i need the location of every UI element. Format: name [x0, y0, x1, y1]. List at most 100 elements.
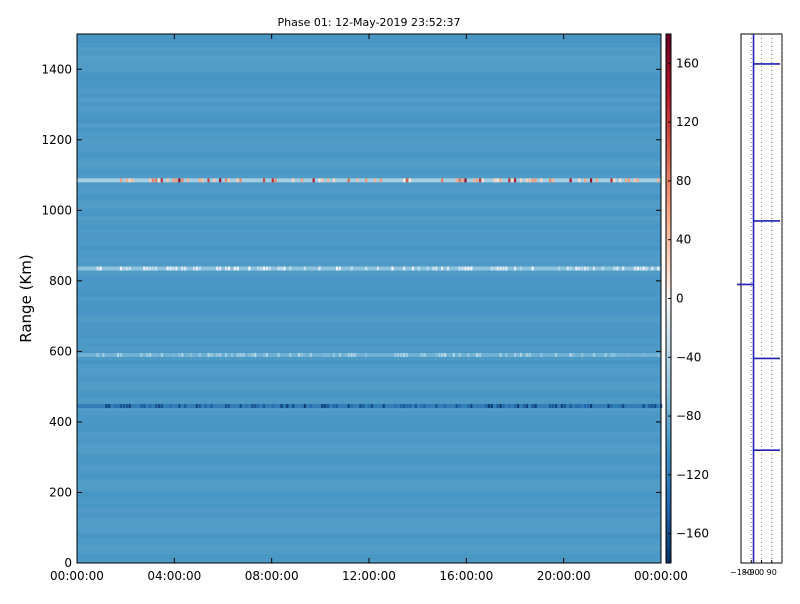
band-cell [569, 178, 572, 183]
colorbar-segment [666, 492, 671, 496]
band-cell [219, 178, 222, 183]
band-cell [648, 404, 651, 409]
band-cell [499, 266, 502, 271]
heatmap-row [77, 258, 661, 263]
colorbar-segment [666, 154, 671, 158]
band-cell [642, 404, 645, 409]
band-cell [455, 404, 458, 409]
band-cell [338, 266, 342, 271]
y-tick-label: 0 [64, 556, 72, 570]
band-cell [300, 352, 304, 357]
band-cell [116, 352, 120, 357]
colorbar-segment [666, 298, 671, 302]
colorbar-segment [666, 513, 671, 517]
band-cell [569, 266, 572, 271]
band-cell [627, 352, 631, 357]
band-cell [332, 352, 336, 357]
colorbar-segment [666, 560, 671, 564]
band-cell [464, 266, 467, 271]
colorbar-segment [666, 442, 671, 446]
colorbar-segment [666, 401, 671, 405]
colorbar-segment [666, 45, 671, 50]
colorbar-segment [666, 57, 671, 61]
band-cell [651, 266, 654, 271]
colorbar-segment [666, 533, 671, 537]
band-cell [411, 266, 415, 271]
band-cell [435, 404, 438, 409]
band-cell [277, 266, 280, 271]
colorbar-segment [666, 201, 671, 205]
y-tick-label: 1400 [41, 62, 72, 76]
band-cell [365, 266, 368, 271]
band-cell [604, 352, 607, 357]
profile-x-tick-label: 90 [767, 568, 777, 577]
colorbar-segment [666, 348, 671, 352]
colorbar-segment [666, 316, 671, 320]
heatmap-row [77, 537, 661, 543]
band-cell [332, 404, 336, 409]
band-0 [77, 178, 661, 183]
colorbar-segment [666, 495, 671, 499]
band-cell [610, 404, 613, 409]
colorbar-segment [666, 42, 671, 47]
colorbar-segment [666, 107, 671, 111]
band-cell [534, 178, 537, 183]
band-cell [522, 404, 525, 409]
band-cell [254, 352, 257, 357]
band-cell [172, 352, 175, 357]
colorbar-segment [666, 207, 671, 211]
heatmap-row [77, 224, 661, 229]
band-cell [508, 178, 511, 183]
band-cell [347, 178, 350, 183]
colorbar-segment [666, 178, 671, 182]
band-cell [493, 178, 496, 183]
band-cell [370, 404, 374, 409]
band-cell [657, 266, 660, 271]
band-cell [551, 404, 555, 409]
band-cell [353, 352, 356, 357]
band-cell [184, 266, 187, 271]
band-cell [397, 352, 400, 357]
colorbar-segment [666, 557, 671, 561]
heatmap-row [77, 381, 661, 386]
heatmap-row [77, 220, 661, 225]
band-cell [645, 266, 648, 271]
colorbar-segment [666, 151, 671, 155]
band-1 [77, 266, 661, 271]
colorbar-segment [666, 448, 671, 452]
band-cell [198, 178, 201, 183]
colorbar-segment [666, 139, 671, 144]
colorbar-segment [666, 530, 671, 535]
band-cell [327, 178, 330, 183]
band-cell [551, 178, 555, 183]
band-cell [125, 404, 128, 409]
heatmap-row [77, 194, 661, 200]
band-cell [569, 404, 572, 409]
heatmap-row [77, 160, 661, 166]
heatmap-row [77, 59, 661, 64]
band-cell [140, 404, 143, 409]
colorbar-tick-label: −120 [676, 468, 709, 482]
band-cell [657, 178, 660, 183]
band-cell [391, 266, 394, 271]
colorbar-segment [666, 83, 671, 88]
band-cell [224, 266, 228, 271]
colorbar-segment [666, 542, 671, 546]
heatmap-row [77, 431, 661, 437]
band-cell [379, 178, 382, 183]
heatmap-row [77, 478, 661, 483]
heatmap-row [77, 232, 661, 238]
heatmap-row [77, 283, 661, 289]
band-cell [324, 404, 327, 409]
heatmap-row [77, 300, 661, 306]
band-cell [292, 178, 295, 183]
colorbar-segment [666, 486, 671, 490]
colorbar-segment [666, 39, 671, 44]
colorbar-segment [666, 319, 671, 323]
colorbar-segment [666, 157, 671, 161]
band-cell [423, 404, 426, 409]
band-cell [262, 266, 266, 271]
band-cell [154, 352, 158, 357]
band-cell [476, 352, 479, 357]
